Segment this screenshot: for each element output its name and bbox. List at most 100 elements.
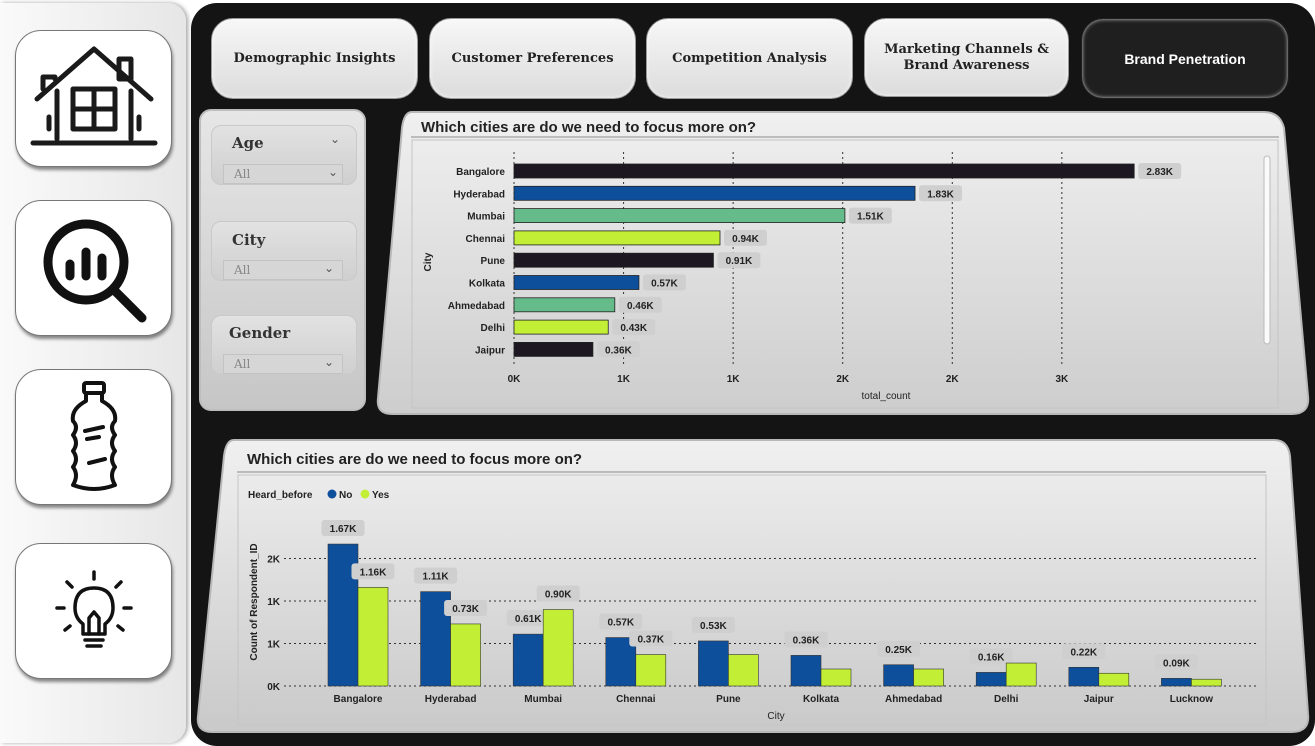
search-chart-icon	[43, 219, 146, 323]
data-label-bg	[596, 341, 640, 358]
city-dropdown-value: All	[234, 263, 251, 277]
gender-dropdown[interactable]: All ⌄	[223, 354, 343, 374]
bar-ahmedabad[interactable]	[513, 297, 616, 313]
tab-customer-preferences[interactable]: Customer Preferences	[429, 18, 636, 99]
column-no-lucknow[interactable]	[1161, 678, 1192, 687]
y-tick-label: Ahmedabad	[448, 301, 505, 312]
bar-kolkata[interactable]	[513, 275, 640, 290]
gender-dropdown-value: All	[234, 357, 251, 371]
data-label: 0.91K	[726, 256, 753, 267]
scrollbar[interactable]	[1263, 155, 1271, 345]
nav-product-button[interactable]	[15, 369, 172, 505]
column-yes-delhi[interactable]	[1005, 662, 1037, 687]
column-yes-bangalore[interactable]	[357, 587, 389, 687]
data-label-bg	[723, 229, 767, 246]
y-tick-label: 0K	[267, 682, 281, 693]
data-label-bg	[1154, 654, 1198, 671]
legend-yes-label[interactable]: Yes	[372, 490, 390, 501]
column-yes-jaipur[interactable]	[1098, 672, 1130, 687]
chart-title: Which cities are do we need to focus mor…	[421, 119, 756, 136]
column-no-delhi[interactable]	[975, 672, 1007, 687]
data-label-bg	[691, 616, 735, 633]
column-yes-pune[interactable]	[728, 654, 759, 687]
bar-pune[interactable]	[513, 252, 714, 268]
y-tick-label: Chennai	[466, 234, 506, 245]
tab-marketing-channels[interactable]: Marketing Channels & Brand Awareness	[864, 18, 1069, 97]
tab-brand-penetration[interactable]: Brand Penetration	[1081, 18, 1289, 99]
bar-mumbai[interactable]	[513, 208, 846, 223]
nav-analytics-button[interactable]	[15, 200, 172, 336]
y-tick-label: Mumbai	[467, 212, 505, 223]
data-label-bg	[642, 274, 686, 291]
y-tick-label: Delhi	[481, 323, 506, 334]
filter-panel: Age ⌄ All ⌄ City All ⌄ Gender All ⌄	[199, 109, 366, 411]
y-tick-label: Hyderabad	[453, 189, 505, 200]
bar-hyderabad[interactable]	[513, 185, 916, 201]
y-tick-label: Kolkata	[469, 279, 506, 290]
bar-chennai[interactable]	[513, 230, 721, 246]
column-yes-kolkata[interactable]	[820, 668, 852, 687]
bar-bangalore[interactable]	[513, 163, 1135, 179]
city-focus-bar-chart: Which cities are do we need to focus mor…	[376, 111, 1310, 415]
column-yes-lucknow[interactable]	[1191, 678, 1222, 687]
column-no-mumbai[interactable]	[512, 633, 544, 687]
x-tick-label: Kolkata	[803, 694, 840, 705]
house-icon	[30, 46, 157, 145]
data-label: 0.73K	[452, 604, 479, 615]
age-dropdown[interactable]: All ⌄	[223, 164, 343, 184]
x-tick-label: 2K	[946, 374, 960, 385]
data-label: 0.36K	[793, 635, 820, 646]
city-dropdown[interactable]: All ⌄	[223, 260, 343, 280]
x-axis-label: City	[767, 711, 784, 722]
tab-demographic-insights[interactable]: Demographic Insights	[211, 18, 418, 99]
heard-before-column-card: Which cities are do we need to focus mor…	[194, 438, 1311, 734]
heard-before-column-chart: Which cities are do we need to focus mor…	[196, 439, 1310, 733]
data-label: 0.94K	[732, 234, 759, 245]
data-label: 1.11K	[423, 572, 450, 583]
column-no-kolkata[interactable]	[790, 655, 822, 687]
column-yes-hyderabad[interactable]	[450, 623, 481, 687]
column-yes-mumbai[interactable]	[542, 609, 574, 687]
data-label-bg	[612, 319, 656, 336]
y-tick-label: Bangalore	[456, 167, 505, 178]
data-label-bg	[599, 613, 643, 630]
city-slicer-title: City	[232, 231, 266, 249]
bar-delhi[interactable]	[513, 319, 609, 335]
legend-title: Heard_before	[248, 490, 313, 501]
chevron-down-icon[interactable]: ⌄	[330, 132, 341, 146]
age-dropdown-value: All	[234, 167, 251, 181]
legend-no-label[interactable]: No	[339, 490, 352, 501]
data-label-bg	[784, 631, 828, 648]
legend-no-swatch	[327, 489, 337, 499]
y-axis-label: Count of Respondent_ID	[249, 543, 260, 660]
column-no-pune[interactable]	[698, 640, 729, 687]
gender-slicer-title: Gender	[229, 324, 291, 342]
tab-competition-analysis[interactable]: Competition Analysis	[646, 18, 853, 99]
column-yes-ahmedabad[interactable]	[913, 668, 944, 687]
data-label-bg	[919, 185, 963, 202]
x-tick-label: 2K	[836, 374, 850, 385]
data-label-bg	[536, 585, 580, 602]
x-tick-label: Jaipur	[1084, 694, 1114, 705]
x-tick-label: Lucknow	[1170, 694, 1214, 705]
column-no-jaipur[interactable]	[1068, 667, 1100, 687]
chevron-down-icon: ⌄	[324, 261, 335, 275]
data-label: 0.16K	[978, 652, 1005, 663]
chevron-down-icon: ⌄	[324, 355, 335, 369]
data-label-bg	[506, 610, 550, 627]
nav-home-button[interactable]	[15, 30, 172, 167]
column-no-ahmedabad[interactable]	[883, 664, 914, 687]
column-yes-chennai[interactable]	[635, 654, 667, 687]
data-label-bg	[321, 520, 365, 537]
legend-yes-swatch	[360, 489, 370, 499]
data-label-bg	[629, 630, 673, 647]
data-label: 0.09K	[1163, 658, 1190, 669]
bottle-icon	[70, 381, 117, 491]
nav-ideas-button[interactable]	[15, 543, 172, 679]
x-tick-label: Chennai	[616, 694, 656, 705]
data-label: 0.46K	[627, 301, 654, 312]
data-label-bg	[717, 252, 761, 269]
data-label-bg	[1062, 643, 1106, 660]
x-tick-label: 0K	[508, 374, 522, 385]
bar-jaipur[interactable]	[513, 341, 594, 357]
